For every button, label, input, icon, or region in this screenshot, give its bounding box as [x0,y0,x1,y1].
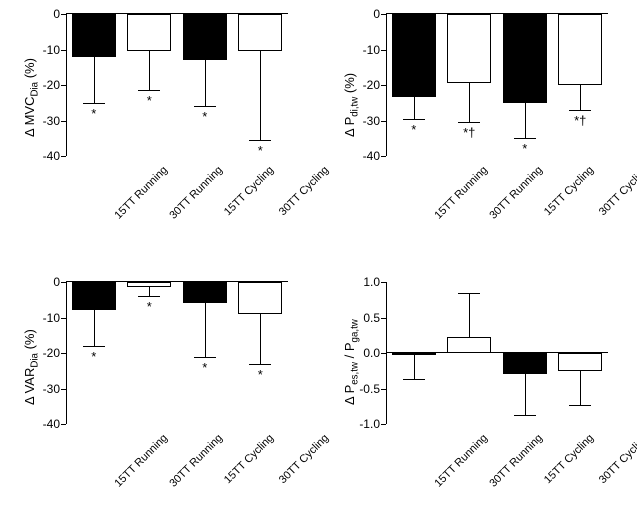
y-axis-label: Δ Pes,tw / Pga,tw [342,319,361,405]
error-bar [580,371,581,405]
figure: ****-40-30-20-100Δ MVCDia (%)15TT Runnin… [0,0,637,523]
y-tick-label: 1.0 [350,276,380,288]
bar [558,353,602,371]
x-tick-label: 15TT Running [432,432,490,490]
y-tick [381,353,386,354]
y-tick [381,282,386,283]
error-cap [403,379,425,380]
error-bar [469,293,470,338]
plot-area [386,282,608,424]
y-tick-label: -1.0 [350,418,380,430]
x-tick-label: 15TT Cycling [542,432,596,486]
y-tick [381,424,386,425]
x-tick-label: 30TT Cycling [597,432,637,486]
x-tick-label: 30TT Running [488,432,546,490]
error-cap [569,405,591,406]
bar [447,337,491,353]
error-cap [458,293,480,294]
error-cap [514,415,536,416]
error-bar [414,355,415,378]
y-tick [381,318,386,319]
panel-D: -1.0-0.50.00.51.0Δ Pes,tw / Pga,tw15TT R… [0,0,637,523]
y-tick [381,389,386,390]
bar [503,353,547,374]
error-bar [525,374,526,414]
